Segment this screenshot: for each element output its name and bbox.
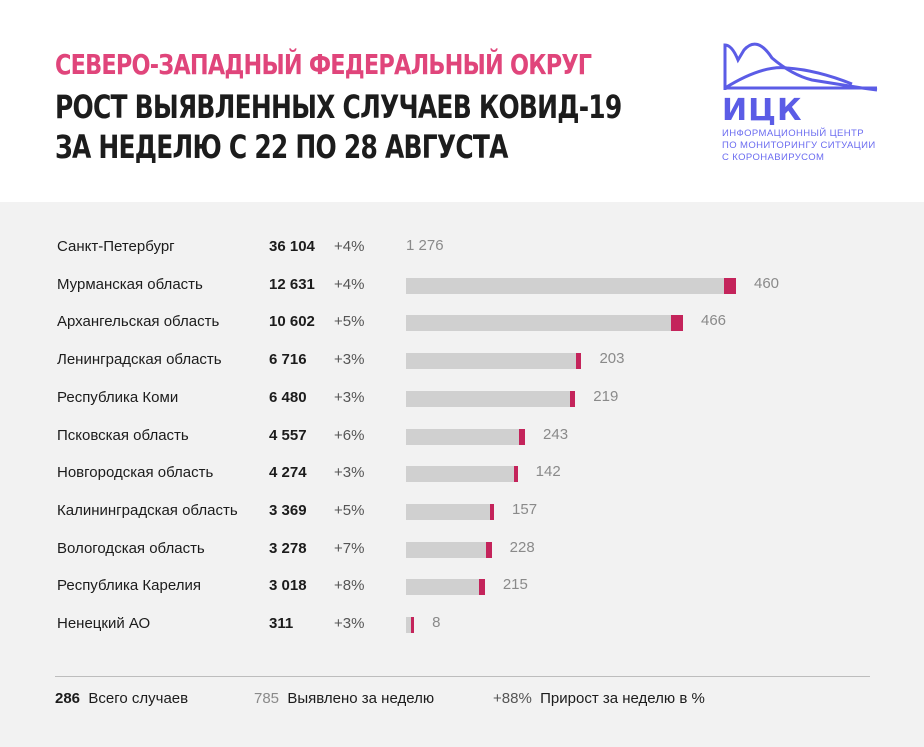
bar-previous-cases [406, 390, 570, 407]
logo-abbreviation: ИЦК [722, 93, 803, 128]
growth-percent-value: +3% [334, 351, 365, 369]
region-name: Новгородская область [57, 464, 214, 482]
bar-weekly-cases [670, 315, 683, 332]
weekly-cases-value: 466 [700, 312, 727, 330]
weekly-cases-value: 1 276 [406, 237, 444, 254]
weekly-cases-value: 219 [593, 387, 619, 405]
total-cases-value: 311 [269, 615, 294, 632]
region-name: Архангельская область [57, 313, 220, 331]
legend-week: 785 Выявлено за неделю [254, 690, 434, 707]
total-cases-value: 6 480 [269, 388, 307, 406]
bar-weekly-cases [513, 466, 518, 483]
total-cases-value: 10 602 [269, 313, 315, 331]
legend-divider [55, 676, 870, 677]
table-row: Республика Карелия 3 018 +8% 215 [0, 567, 924, 605]
growth-percent-value: +3% [334, 615, 365, 632]
table-row: Псковская область 4 557 +6% 243 [0, 417, 924, 455]
region-name: Вологодская область [57, 539, 205, 557]
bar-weekly-cases [576, 353, 582, 370]
total-cases-value: 3 018 [269, 577, 307, 595]
bar-previous-cases [406, 428, 519, 445]
table-row: Санкт-Петербург 36 104 +4% 1 276 [0, 228, 924, 266]
header: Северо-Западный федеральный округ Рост в… [0, 0, 924, 202]
weekly-cases-value: 142 [535, 463, 561, 481]
bar-weekly-cases [569, 390, 576, 407]
total-cases-value: 12 631 [269, 275, 315, 293]
weekly-cases-value: 228 [509, 538, 535, 556]
growth-percent-value: +3% [334, 388, 365, 406]
legend-total: 286 Всего случаев [55, 690, 188, 707]
bar-weekly-cases [411, 617, 415, 633]
region-name: Ненецкий АО [57, 615, 151, 632]
bar-previous-cases [406, 617, 412, 633]
bar-weekly-cases [489, 503, 494, 520]
legend-week-number: 785 [254, 690, 280, 707]
growth-percent-value: +5% [334, 313, 365, 331]
table-row: Архангельская область 10 602 +5% 466 [0, 303, 924, 341]
bar-previous-cases [406, 353, 577, 370]
growth-percent-value: +6% [334, 426, 365, 444]
total-cases-value: 3 278 [269, 539, 307, 557]
weekly-cases-value: 203 [599, 350, 625, 368]
growth-percent-value: +7% [334, 539, 365, 557]
total-cases-value: 4 274 [269, 464, 307, 482]
weekly-cases-value: 8 [432, 614, 441, 631]
bar-weekly-cases [485, 541, 492, 558]
legend-total-label: Всего случаев [88, 690, 189, 707]
region-title: Северо-Западный федеральный округ [55, 48, 592, 81]
region-name: Республика Коми [57, 388, 179, 406]
growth-percent-value: +3% [334, 464, 365, 482]
bar-previous-cases [406, 579, 480, 596]
region-name: Псковская область [57, 426, 189, 444]
total-cases-value: 4 557 [269, 426, 307, 444]
logo-icon [723, 42, 878, 92]
region-name: Мурманская область [57, 275, 203, 293]
chart-title-line-1: Рост выявленных случаев ковид-19 [55, 88, 622, 126]
table-row: Республика Коми 6 480 +3% 219 [0, 379, 924, 417]
region-name: Республика Карелия [57, 577, 201, 595]
total-cases-value: 6 716 [269, 351, 307, 369]
bar-weekly-cases [723, 277, 736, 294]
weekly-cases-value: 157 [512, 500, 538, 518]
table-row: Калининградская область 3 369 +5% 157 [0, 492, 924, 530]
region-name: Калининградская область [57, 501, 238, 519]
logo-caption: Информационный центр по мониторингу ситу… [722, 128, 876, 163]
table-row: Ленинградская область 6 716 +3% 203 [0, 341, 924, 379]
growth-percent-value: +8% [334, 577, 365, 595]
region-name: Санкт-Петербург [57, 238, 175, 255]
total-cases-value: 3 369 [269, 501, 307, 519]
weekly-cases-value: 243 [543, 425, 569, 443]
chart-title-line-2: за неделю с 22 по 28 августа [55, 128, 508, 166]
growth-percent-value: +5% [334, 501, 365, 519]
weekly-cases-value: 215 [502, 576, 528, 594]
bar-previous-cases [406, 466, 514, 483]
weekly-cases-value: 460 [754, 274, 780, 292]
bar-previous-cases [406, 503, 490, 520]
table-row: Вологодская область 3 278 +7% 228 [0, 530, 924, 568]
bar-weekly-cases [479, 579, 485, 596]
legend-pct-number: +88% [493, 690, 532, 707]
bar-weekly-cases [518, 428, 526, 445]
bar-previous-cases [406, 277, 724, 294]
legend-total-number: 286 [55, 690, 81, 707]
growth-percent-value: +4% [334, 238, 365, 255]
legend-pct-label: Прирост за неделю в % [540, 690, 705, 707]
table-row: Мурманская область 12 631 +4% 460 [0, 266, 924, 304]
total-cases-value: 36 104 [269, 238, 315, 255]
legend-week-label: Выявлено за неделю [287, 690, 435, 707]
region-name: Ленинградская область [57, 351, 222, 369]
table-row: Ненецкий АО 311 +3% 8 [0, 605, 924, 643]
legend-pct: +88% Прирост за неделю в % [493, 690, 705, 707]
bar-previous-cases [406, 315, 671, 332]
table-row: Новгородская область 4 274 +3% 142 [0, 454, 924, 492]
bar-previous-cases [406, 541, 486, 558]
growth-percent-value: +4% [334, 275, 365, 293]
